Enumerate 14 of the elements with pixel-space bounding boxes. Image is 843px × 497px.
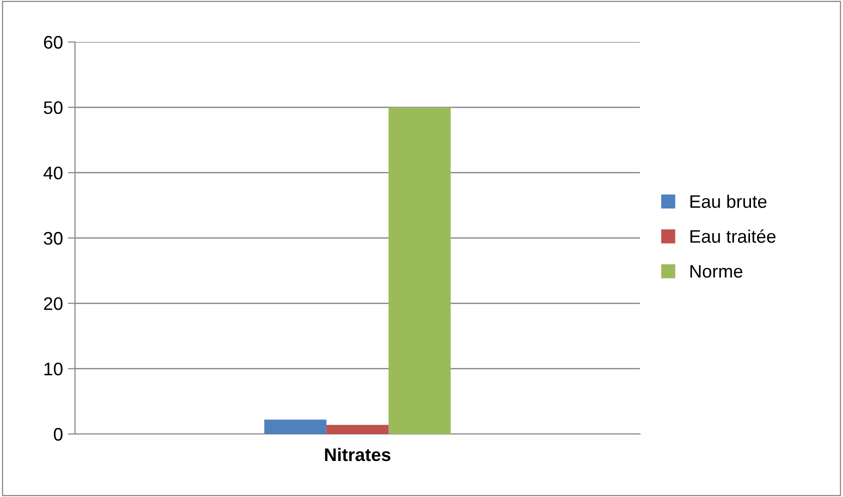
y-tick-label: 20 <box>44 297 62 310</box>
bar <box>388 107 451 434</box>
y-tick-label: 0 <box>54 428 62 441</box>
legend-label: Norme <box>690 265 742 278</box>
legend-label: Eau brute <box>690 194 766 208</box>
y-tick-label: 60 <box>44 36 62 49</box>
legend-label: Eau traitée <box>690 229 776 243</box>
bar <box>264 420 326 434</box>
y-tick-label: 10 <box>44 362 62 376</box>
x-tick-label: Nitrates <box>325 448 390 462</box>
y-tick-label: 30 <box>44 232 62 245</box>
y-tick-label: 50 <box>44 101 62 114</box>
bar <box>326 424 389 434</box>
y-tick-label: 40 <box>44 166 62 180</box>
